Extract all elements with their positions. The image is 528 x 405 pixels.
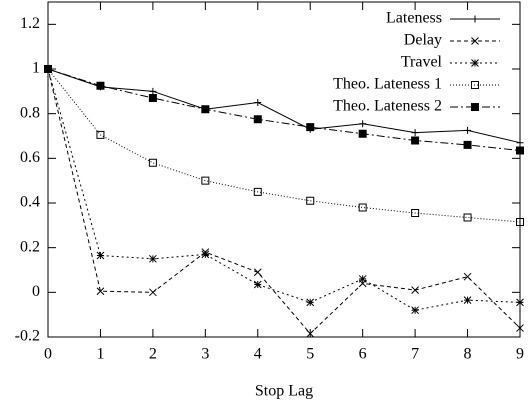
point-marker — [359, 120, 367, 128]
y-tick-label: 0.4 — [20, 194, 40, 211]
point-marker — [306, 329, 315, 338]
legend-label: Lateness — [386, 10, 442, 27]
point-marker — [358, 129, 367, 138]
point-marker — [148, 158, 157, 167]
point-marker — [306, 196, 315, 205]
legend-marker — [471, 103, 479, 111]
legend-label: Theo. Lateness 2 — [333, 98, 442, 115]
x-tick-label: 5 — [306, 346, 314, 363]
x-tick-label: 4 — [254, 346, 262, 363]
legend-label: Travel — [401, 54, 443, 71]
point-marker — [201, 105, 210, 114]
point-marker — [464, 126, 472, 134]
series-line — [47, 68, 521, 152]
point-marker — [254, 99, 262, 106]
point-marker — [358, 275, 367, 283]
legend-marker — [471, 59, 479, 67]
point-marker — [253, 187, 262, 196]
point-marker — [96, 130, 105, 139]
point-marker — [149, 87, 157, 95]
legend-marker — [471, 37, 479, 45]
series-line — [47, 68, 521, 223]
point-marker — [358, 203, 367, 212]
legend-label: Delay — [404, 32, 442, 49]
point-marker — [253, 268, 262, 277]
point-marker — [306, 123, 315, 132]
point-marker — [253, 280, 262, 289]
y-tick-label: 0.8 — [20, 104, 40, 121]
point-marker — [516, 146, 524, 155]
x-tick-label: 6 — [359, 346, 367, 363]
series-line — [47, 68, 521, 335]
x-tick-label: 3 — [201, 346, 209, 363]
point-marker — [411, 286, 419, 294]
point-marker — [411, 136, 420, 145]
x-axis-label: Stop Lag — [255, 383, 313, 400]
legend-marker — [471, 15, 479, 23]
point-marker — [96, 251, 105, 260]
x-tick-label: 7 — [411, 346, 419, 363]
series-line — [47, 68, 521, 144]
y-tick-label: 0 — [32, 283, 40, 300]
point-marker — [96, 81, 105, 90]
x-tick-label: 2 — [149, 346, 157, 363]
x-tick-label: 9 — [516, 346, 524, 363]
y-tick-label: 0.6 — [20, 149, 40, 166]
legend-label: Theo. Lateness 1 — [333, 76, 442, 93]
x-tick-label: 1 — [96, 346, 104, 363]
point-marker — [411, 209, 420, 218]
point-marker — [306, 298, 315, 307]
point-marker — [516, 139, 524, 147]
x-tick-label: 0 — [44, 346, 52, 363]
y-tick-label: 1 — [32, 60, 40, 77]
point-marker — [148, 94, 157, 103]
legend-marker — [471, 81, 479, 89]
x-tick-label: 8 — [464, 346, 472, 363]
point-marker — [463, 272, 472, 281]
y-tick-label: 1.2 — [20, 15, 40, 32]
point-marker — [463, 296, 472, 305]
point-marker — [463, 213, 472, 222]
point-marker — [201, 176, 210, 185]
y-tick-label: -0.2 — [15, 328, 40, 345]
point-marker — [411, 129, 419, 137]
y-tick-label: 0.2 — [20, 238, 40, 255]
series-line — [47, 68, 521, 311]
point-marker — [44, 65, 52, 73]
point-marker — [516, 298, 524, 307]
point-marker — [149, 254, 157, 263]
point-marker — [516, 217, 524, 226]
point-marker — [96, 287, 105, 296]
point-marker — [516, 324, 524, 332]
point-marker — [149, 288, 157, 297]
point-marker — [463, 140, 472, 149]
point-marker — [411, 306, 419, 315]
point-marker — [253, 115, 262, 124]
plot-frame — [47, 1, 521, 338]
point-marker — [201, 250, 210, 259]
